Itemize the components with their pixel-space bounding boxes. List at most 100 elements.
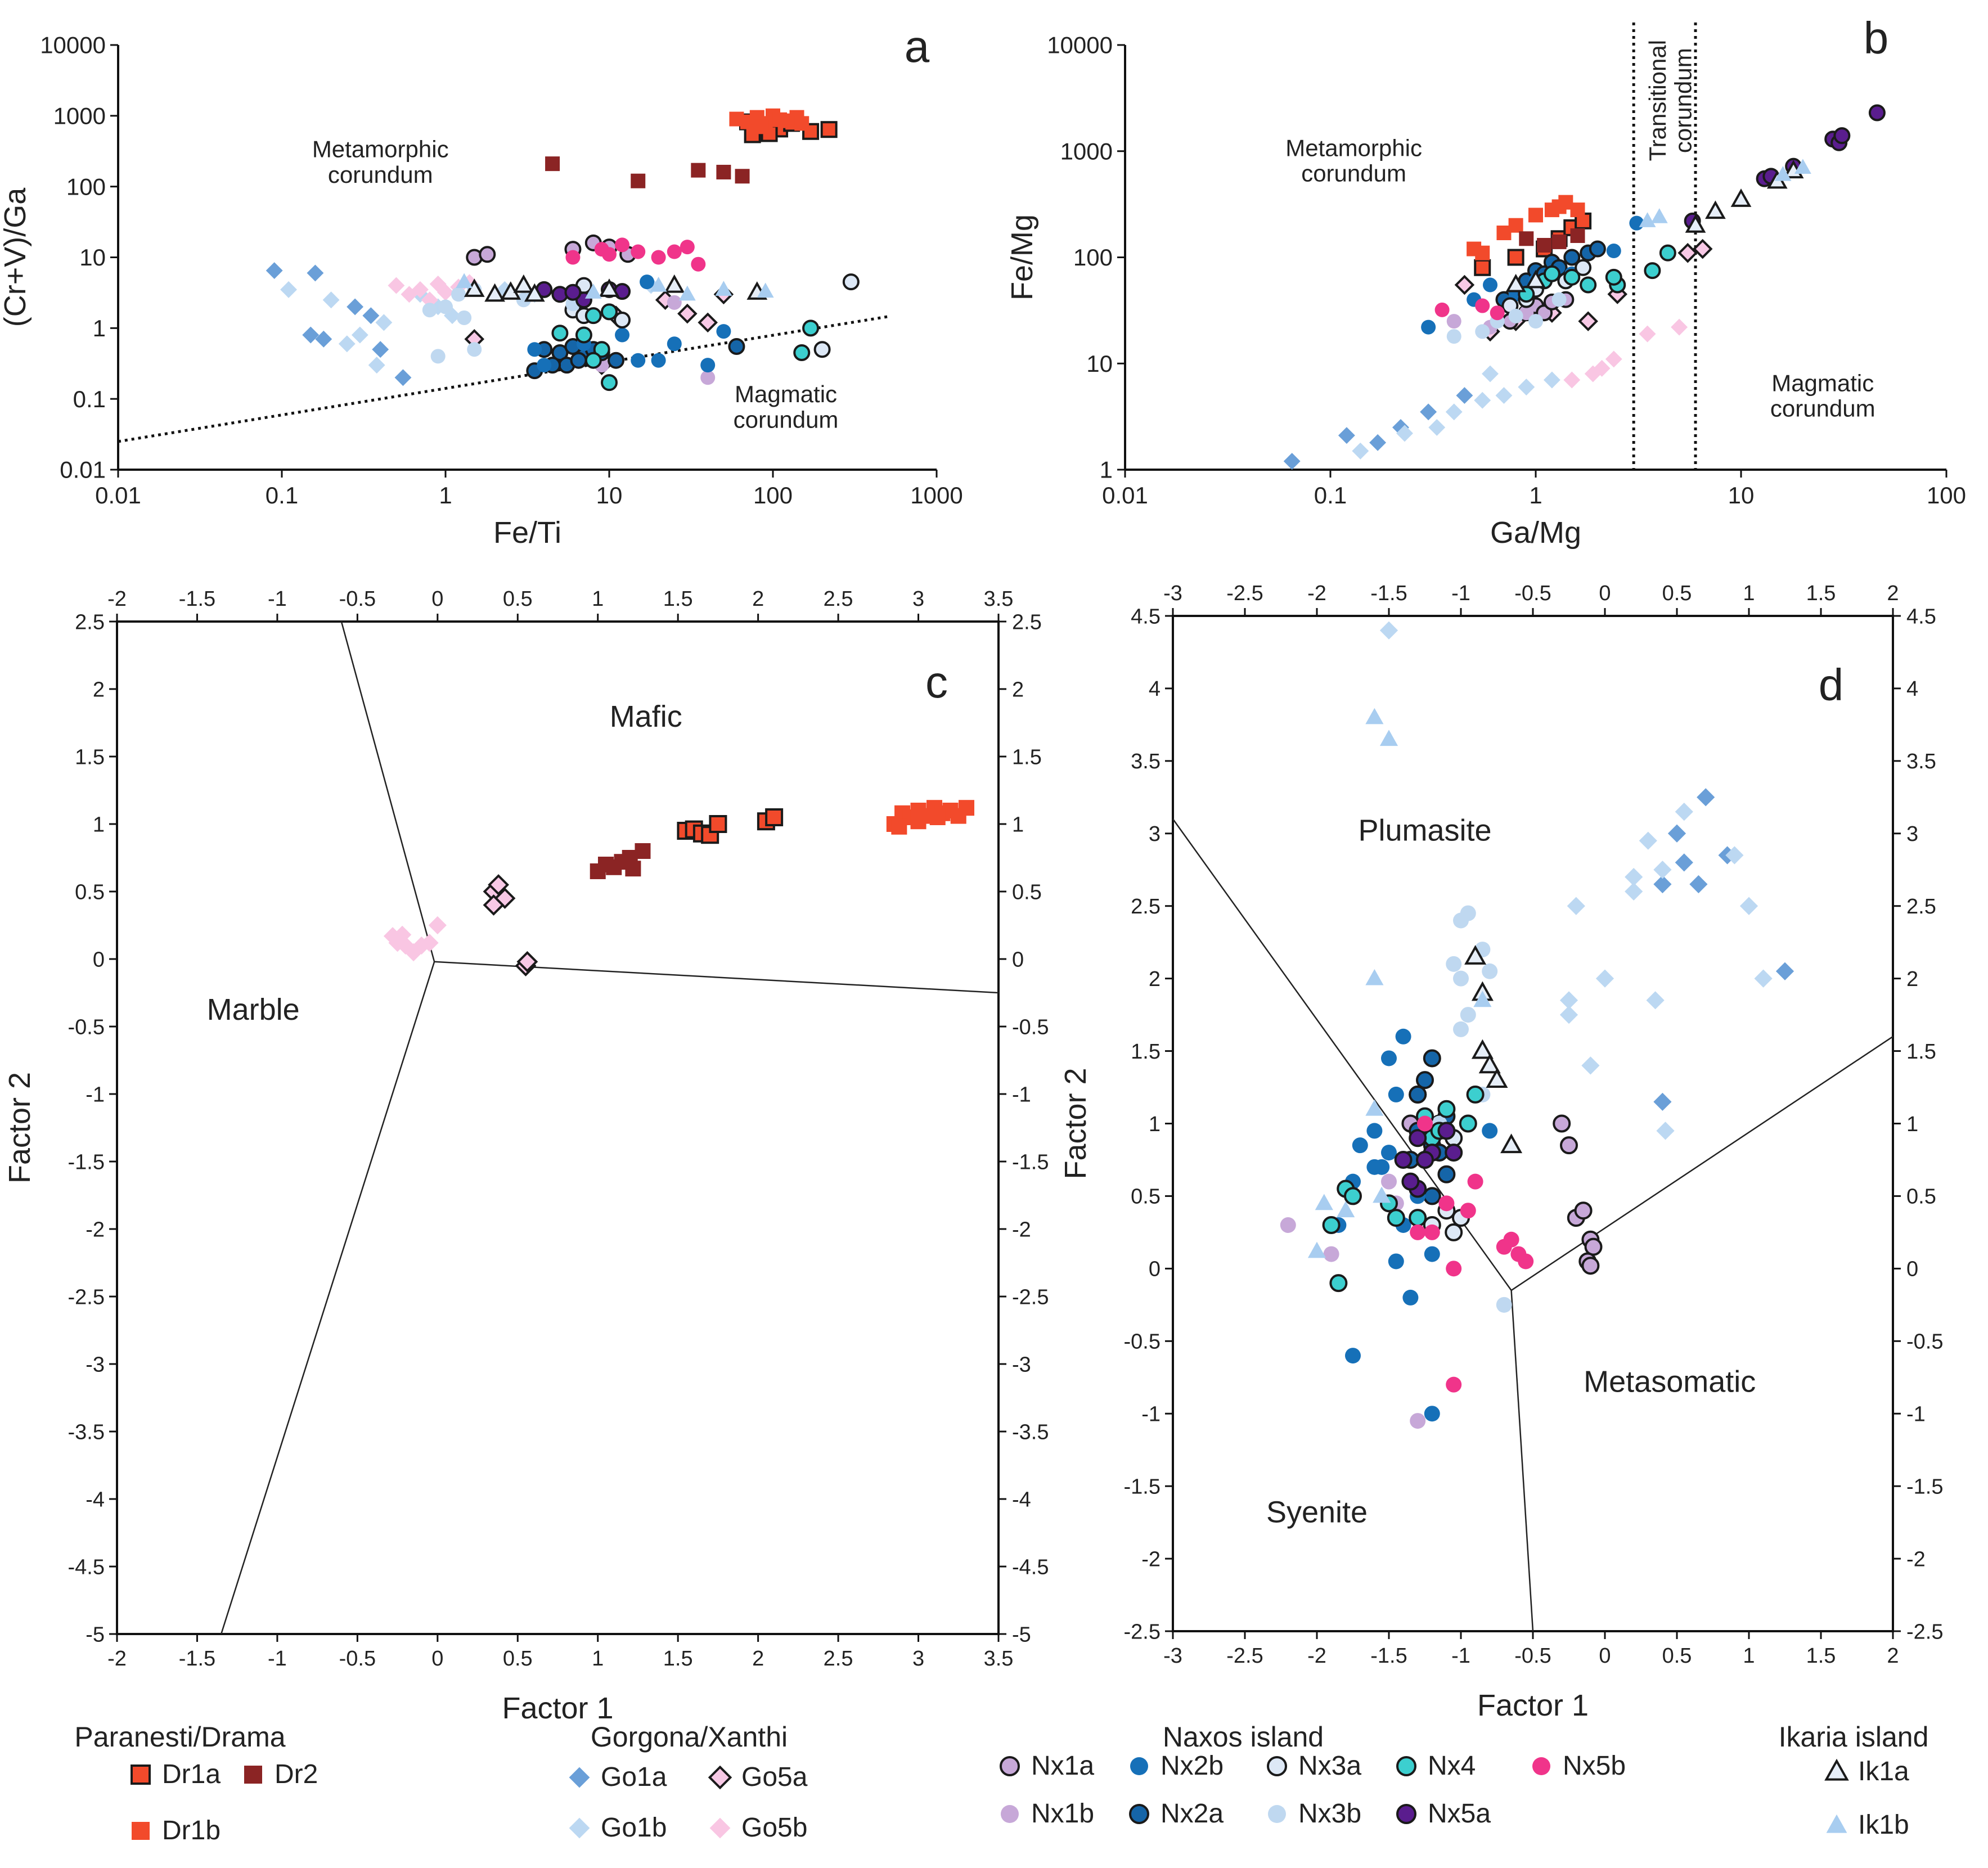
y-tick-label: 1 — [93, 813, 105, 836]
data-point-Nx3b — [438, 299, 453, 314]
legend-marker-Nx4 — [1396, 1756, 1416, 1776]
x-tick-label-top: -1.5 — [179, 587, 215, 611]
data-point-Dr1b — [1528, 208, 1543, 223]
data-point-Go1b — [1445, 403, 1463, 421]
y-tick-label: 100 — [66, 173, 106, 200]
data-point-Ik1a — [1505, 273, 1526, 292]
series-Nx3b — [422, 282, 581, 364]
data-point-Go1a — [266, 262, 283, 279]
data-point-Dr1a — [1507, 249, 1524, 266]
data-point-Go1a — [302, 326, 320, 344]
data-point-Dr2 — [716, 164, 731, 179]
legend-marker-Go1a — [569, 1767, 590, 1788]
series-Go1b — [1352, 365, 1560, 460]
x-tick-label-top: 0 — [1599, 582, 1611, 605]
data-point-Nx2a — [1589, 240, 1606, 258]
data-point-Go1b — [1567, 897, 1585, 915]
data-point-Ik1b — [1379, 730, 1398, 746]
data-point-Go1b — [1595, 969, 1614, 988]
y-tick-label: 0.5 — [1131, 1185, 1161, 1209]
series-Nx5b — [565, 237, 706, 272]
legend-marker-Go5a — [708, 1765, 732, 1790]
y-tick-label-right: -3 — [1012, 1353, 1031, 1376]
x-tick-label: 1.5 — [1806, 1644, 1836, 1668]
data-point-Nx2a — [1423, 1049, 1441, 1068]
data-point-Nx4 — [584, 352, 602, 369]
data-point-Nx1a — [1560, 1136, 1578, 1155]
data-point-Ik1a — [1730, 188, 1752, 207]
y-tick-label-right: 1 — [1906, 1113, 1918, 1136]
region-label: Mafic — [610, 700, 682, 733]
data-point-Ik1b — [1307, 1241, 1326, 1258]
data-point-Nx5b — [1490, 305, 1505, 321]
series-Dr1b — [729, 108, 809, 134]
data-point-Ik1b — [1774, 166, 1792, 181]
data-point-Nx2b — [667, 336, 682, 352]
series-Nx2b — [1330, 1028, 1498, 1422]
legend-marker-Nx3b — [1268, 1805, 1286, 1823]
data-point-Nx3b — [1482, 963, 1498, 979]
legend-label: Nx2a — [1161, 1799, 1224, 1829]
data-point-Nx5b — [651, 250, 666, 265]
series-Dr2 — [1519, 228, 1585, 253]
data-point-Nx3b — [467, 342, 482, 357]
y-tick-label-right: 4.5 — [1906, 605, 1936, 628]
y-tick-label: 0.1 — [73, 386, 106, 412]
chart-panel-b: 0.01 0.1 1 10 100 1 10 100 1000 10000 Ga/Mg Fe/Mg b M… — [1005, 13, 1966, 550]
data-point-Go1b — [1625, 882, 1643, 901]
data-point-Nx1b — [700, 370, 716, 385]
data-point-Ik1a — [1705, 200, 1726, 219]
legend-label: Nx1a — [1031, 1751, 1094, 1781]
boundary-line — [340, 621, 435, 962]
data-point-Go1b — [1581, 1056, 1600, 1075]
x-tick-label: -2 — [1307, 1644, 1326, 1668]
x-tick-label: 0.5 — [503, 1647, 533, 1671]
x-tick-label: 100 — [1927, 482, 1966, 508]
data-point-Go1a — [1338, 427, 1355, 444]
legend-marker-Go5b — [709, 1817, 731, 1839]
series-Go5b — [1563, 318, 1688, 389]
data-point-Dr1a — [1474, 259, 1491, 276]
data-point-Nx2b — [716, 324, 731, 339]
region-label-line: Magmatic — [1771, 370, 1874, 396]
data-point-Ik1a — [524, 283, 545, 302]
data-point-Dr2 — [691, 163, 706, 178]
panel-letter: a — [905, 21, 930, 71]
x-axis-title: Fe/Ti — [493, 516, 561, 550]
legend-label: Nx3b — [1298, 1799, 1361, 1829]
y-tick-label: 1 — [1149, 1113, 1161, 1136]
data-point-Dr1b — [1544, 202, 1559, 218]
y-tick-label: -3 — [86, 1353, 105, 1376]
series-Nx5b — [1434, 298, 1505, 321]
data-point-Ik1a — [1525, 269, 1546, 289]
data-point-Ik1b — [1794, 159, 1811, 174]
data-point-Ik1b — [1365, 969, 1384, 985]
y-tick-label-right: 1.5 — [1906, 1040, 1936, 1064]
data-point-Nx5a — [1394, 1150, 1413, 1169]
data-point-Go1b — [1495, 387, 1513, 404]
y-tick-label-right: 0 — [1012, 948, 1024, 971]
panel-letter: d — [1819, 660, 1844, 710]
y-tick-label: 3 — [1149, 822, 1161, 846]
series-Nx5b — [1410, 1115, 1534, 1393]
series-Nx4 — [1322, 1085, 1485, 1293]
x-tick-label-top: -2.5 — [1226, 582, 1263, 605]
data-point-Go5a — [698, 312, 718, 333]
y-tick-label: 3.5 — [1131, 750, 1161, 773]
y-tick-label-right: -4 — [1012, 1488, 1031, 1511]
data-point-Nx5b — [1460, 1203, 1476, 1219]
data-point-Nx2a — [1416, 1071, 1434, 1090]
data-point-Nx5b — [1518, 1253, 1534, 1270]
region-label-line: Metamorphic — [312, 136, 449, 162]
region-label-line: corundum — [1770, 395, 1875, 422]
y-tick-label: -3.5 — [68, 1420, 105, 1444]
legend-marker-Nx1a — [1000, 1756, 1020, 1776]
data-point-Nx2a — [1423, 1187, 1441, 1205]
x-tick-label: 1 — [439, 482, 452, 508]
series-Dr2 — [590, 843, 651, 879]
data-point-Nx5b — [631, 244, 646, 259]
data-point-Go1b — [338, 335, 356, 353]
data-point-Nx4 — [1605, 268, 1622, 286]
data-point-Go5b — [428, 916, 447, 935]
data-point-Go1b — [1482, 365, 1499, 382]
